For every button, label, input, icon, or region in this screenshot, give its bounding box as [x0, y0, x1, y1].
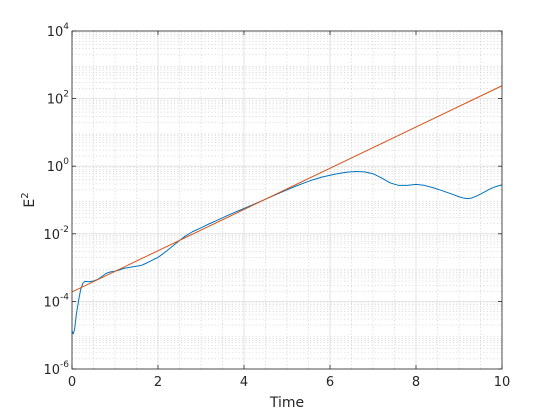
x-tick-label: 10 — [494, 375, 511, 390]
y-tick-label-exponent: -6 — [60, 360, 69, 370]
y-tick-label-base: 10 — [47, 93, 64, 108]
y-tick-label-base: 10 — [47, 25, 64, 40]
series-line-1 — [71, 170, 503, 335]
y-axis-label-exponent: 2 — [20, 192, 31, 198]
series-line-2 — [71, 85, 503, 293]
x-tick-label: 0 — [68, 375, 76, 390]
x-tick-label: 8 — [412, 375, 420, 390]
y-tick-label-exponent: -4 — [60, 292, 69, 302]
y-tick-label-base: 10 — [43, 228, 60, 243]
y-tick-label: 100 — [47, 157, 70, 175]
y-tick-label-exponent: 2 — [63, 90, 69, 100]
plot-frame — [71, 30, 503, 370]
y-axis-label: E2 — [20, 192, 38, 207]
y-tick-label-base: 10 — [47, 160, 64, 175]
x-tick-labels: 0 2 4 6 8 10 — [68, 375, 510, 390]
series-layer — [71, 85, 503, 335]
x-axis-label: Time — [269, 395, 304, 411]
y-tick-label-base: 10 — [43, 363, 60, 378]
y-tick-label-exponent: -2 — [60, 225, 69, 235]
x-tick-label: 4 — [240, 375, 248, 390]
tick-marks — [71, 30, 503, 370]
y-tick-label-base: 10 — [43, 295, 60, 310]
y-tick-label: 10-4 — [43, 292, 69, 310]
plot-area — [72, 31, 502, 369]
y-tick-label: 10-6 — [43, 360, 69, 378]
x-tick-label: 6 — [326, 375, 334, 390]
x-tick-label: 2 — [154, 375, 162, 390]
y-tick-label-exponent: 0 — [63, 157, 69, 167]
y-tick-label-exponent: 4 — [63, 22, 69, 32]
y-tick-label: 104 — [47, 22, 70, 40]
minor-grid — [72, 31, 502, 369]
y-axis-label-base: E — [22, 199, 38, 208]
y-tick-label: 10-2 — [43, 225, 69, 243]
y-tick-label: 102 — [47, 90, 69, 108]
